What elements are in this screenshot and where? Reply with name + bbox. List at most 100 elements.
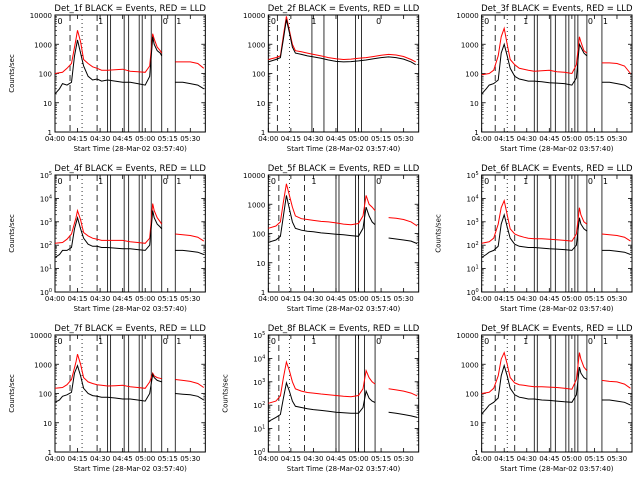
x-tick-label: 05:30 [394,295,414,303]
events-series-line-segment-2 [601,249,631,255]
x-tick-label: 04:00 [472,295,492,303]
x-tick-label: 04:45 [326,455,346,463]
x-tick-label: 04:45 [539,455,559,463]
x-tick-label: 05:15 [584,455,604,463]
plot-frame [54,334,206,453]
x-tick-label: 04:00 [45,135,65,143]
y-tick-label: 102 [253,401,265,410]
x-tick-label: 04:45 [113,455,133,463]
attenuator-label: 1 [523,17,528,26]
x-tick-label: 04:45 [539,295,559,303]
y-axis-label: Counts/sec [221,374,229,413]
lld-series-line-segment-2 [175,379,205,388]
x-tick-label: 05:30 [180,135,200,143]
x-axis-label: Start Time (28-Mar-02 03:57:40) [73,145,187,153]
x-tick-label: 04:00 [258,135,278,143]
plot-frame [267,14,420,133]
x-tick-label: 04:45 [326,295,346,303]
attenuator-label: 1 [523,337,528,346]
x-tick-label: 04:30 [303,135,323,143]
attenuator-label: 1 [311,17,316,26]
attenuator-label: 1 [176,177,181,186]
x-tick-label: 05:00 [562,455,582,463]
y-tick-label: 100 [253,448,265,457]
x-tick-label: 05:30 [607,135,627,143]
panel-title: Det_3f BLACK = Events, RED = LLD [481,4,633,14]
x-tick-label: 04:30 [90,455,110,463]
attenuator-label: 0 [484,177,489,186]
events-series-line [268,19,416,66]
y-tick-label: 1000 [248,41,266,49]
panel-title: Det_2f BLACK = Events, RED = LLD [268,4,420,14]
y-tick-label: 1000 [248,201,266,209]
attenuator-label: 0 [588,177,593,186]
attenuator-label: 0 [163,337,168,346]
x-tick-label: 04:30 [90,295,110,303]
x-tick-label: 05:30 [394,135,414,143]
y-tick-label: 1 [474,449,478,457]
plot-frame [481,174,633,293]
x-axis-label: Start Time (28-Mar-02 03:57:40) [287,465,401,473]
lld-series-line [481,351,588,394]
x-tick-label: 04:30 [517,135,537,143]
attenuator-label: 0 [588,17,593,26]
lld-series-line [481,26,588,76]
x-tick-label: 05:15 [158,455,178,463]
lld-series-line [268,16,416,63]
y-tick-label: 1 [474,129,478,137]
x-tick-label: 05:00 [562,135,582,143]
y-tick-label: 105 [253,331,265,340]
y-tick-label: 100 [39,71,52,79]
x-tick-label: 05:15 [584,135,604,143]
x-tick-label: 05:30 [607,455,627,463]
y-tick-label: 1 [48,129,52,137]
lld-series-line-segment-2 [601,62,631,74]
x-tick-label: 04:15 [67,295,87,303]
x-tick-label: 05:15 [371,135,391,143]
events-series-line-segment-2 [601,81,631,90]
y-tick-label: 101 [467,265,479,274]
x-tick-label: 04:30 [517,455,537,463]
y-tick-label: 1000 [461,41,479,49]
x-tick-label: 05:00 [348,295,368,303]
panel-title: Det_4f BLACK = Events, RED = LLD [54,164,206,174]
attenuator-label: 0 [271,17,276,26]
x-tick-label: 05:00 [135,295,155,303]
y-tick-label: 10 [470,420,479,428]
x-tick-label: 04:15 [494,135,514,143]
panel-title: Det_6f BLACK = Events, RED = LLD [481,164,633,174]
events-series-line [54,210,163,258]
attenuator-label: 1 [311,177,316,186]
x-axis-label: Start Time (28-Mar-02 03:57:40) [500,305,614,313]
y-tick-label: 103 [467,218,479,227]
lld-series-line [481,199,588,244]
y-tick-label: 100 [39,391,52,399]
y-tick-label: 102 [467,241,479,250]
x-tick-label: 04:00 [258,455,278,463]
y-axis-label: Counts/sec [8,374,16,413]
y-tick-label: 10000 [30,332,52,340]
lld-series-line-segment-2 [388,217,418,227]
attenuator-label: 1 [523,177,528,186]
y-tick-label: 104 [253,354,265,363]
lld-series-line-segment-2 [388,388,418,397]
y-tick-label: 104 [467,194,479,203]
plot-frame [481,14,633,133]
panel-4: Det_4f BLACK = Events, RED = LLD Counts/s… [8,164,206,313]
panel-7: Det_7f BLACK = Events, RED = LLD Counts/s… [8,324,206,473]
y-tick-label: 100 [465,391,478,399]
panel-title: Det_1f BLACK = Events, RED = LLD [54,4,206,14]
x-tick-label: 04:15 [494,455,514,463]
attenuator-label: 1 [311,337,316,346]
events-series-line-segment-2 [175,81,205,90]
x-tick-label: 04:30 [517,295,537,303]
events-series-line [54,36,163,95]
panel-2: Det_2f BLACK = Events, RED = LLD11010010… [243,4,420,153]
x-axis-label: Start Time (28-Mar-02 03:57:40) [500,145,614,153]
x-tick-label: 04:00 [45,455,65,463]
panel-title: Det_8f BLACK = Events, RED = LLD [268,324,420,334]
attenuator-label: 1 [603,177,608,186]
lld-series-line [268,183,376,229]
x-tick-label: 05:15 [158,135,178,143]
y-tick-label: 101 [253,425,265,434]
